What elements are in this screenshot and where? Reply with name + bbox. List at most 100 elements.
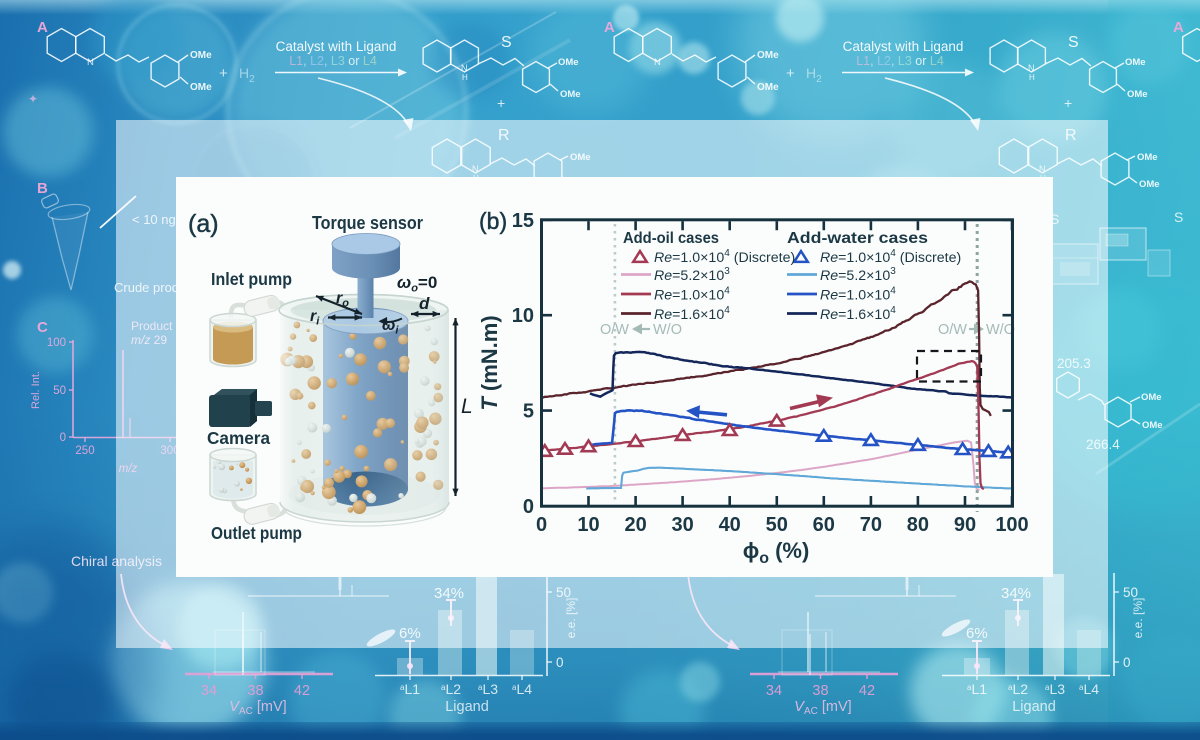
svg-text:aL2: aL2: [1008, 681, 1028, 697]
svg-text:VAC [mV]: VAC [mV]: [794, 699, 851, 717]
svg-text:aL3: aL3: [1045, 681, 1065, 697]
svg-text:ϕo (%): ϕo (%): [743, 538, 810, 567]
svg-text:Re=5.2×103: Re=5.2×103: [820, 266, 896, 284]
svg-text:40: 40: [719, 514, 741, 536]
svg-text:+: +: [497, 95, 505, 111]
svg-text:OMe: OMe: [1125, 57, 1146, 68]
svg-text:S: S: [1068, 34, 1079, 51]
svg-text:10: 10: [577, 514, 599, 536]
svg-text:70: 70: [860, 514, 882, 536]
svg-text:38: 38: [812, 683, 828, 699]
svg-text:38: 38: [247, 683, 263, 699]
svg-text:42: 42: [859, 683, 875, 699]
svg-text:0: 0: [1123, 655, 1131, 670]
svg-text:Camera: Camera: [207, 428, 270, 448]
svg-text:OMe: OMe: [1141, 392, 1162, 403]
svg-text:aL1: aL1: [967, 681, 987, 697]
svg-text:Catalyst with Ligand: Catalyst with Ligand: [276, 39, 397, 54]
svg-text:100: 100: [995, 514, 1028, 536]
svg-text:42: 42: [294, 683, 310, 699]
svg-text:OMe: OMe: [1142, 420, 1163, 431]
svg-text:+: +: [786, 65, 795, 82]
svg-text:30: 30: [671, 514, 693, 536]
svg-text:Re=1.6×104: Re=1.6×104: [654, 305, 730, 323]
svg-text:ro: ro: [336, 290, 349, 310]
svg-text:OMe: OMe: [757, 82, 779, 93]
svg-text:90: 90: [954, 514, 976, 536]
svg-text:aL4: aL4: [1079, 681, 1099, 697]
svg-text:50: 50: [53, 385, 66, 397]
svg-text:10: 10: [512, 305, 534, 327]
svg-text:OMe: OMe: [1139, 179, 1160, 190]
svg-text:ωi: ωi: [382, 317, 399, 337]
svg-text:80: 80: [907, 514, 929, 536]
svg-text:Add-oil cases: Add-oil cases: [623, 230, 719, 247]
svg-text:A: A: [1173, 19, 1184, 36]
svg-text:N: N: [87, 57, 94, 68]
svg-text:60: 60: [813, 514, 835, 536]
svg-text:Inlet pump: Inlet pump: [211, 269, 292, 289]
svg-text:ri: ri: [310, 308, 320, 328]
svg-text:0: 0: [536, 514, 547, 536]
svg-text:aL2: aL2: [441, 681, 461, 697]
svg-text:A: A: [37, 19, 48, 36]
svg-text:e.e. [%]: e.e. [%]: [1131, 598, 1145, 639]
svg-text:VAC [mV]: VAC [mV]: [229, 699, 286, 717]
svg-text:W/O: W/O: [653, 322, 682, 338]
svg-text:(a): (a): [188, 210, 219, 238]
svg-text:B: B: [37, 180, 48, 197]
svg-text:50: 50: [766, 514, 788, 536]
svg-text:A: A: [604, 19, 615, 36]
svg-text:0: 0: [556, 655, 564, 670]
svg-text:Rel. Int.: Rel. Int.: [30, 371, 42, 409]
svg-text:OMe: OMe: [190, 82, 212, 93]
svg-text:ωo=0: ωo=0: [397, 273, 437, 295]
svg-text:5: 5: [523, 401, 534, 423]
svg-text:(b): (b): [479, 208, 507, 234]
svg-text:Re=1.0×104 (Discrete): Re=1.0×104 (Discrete): [654, 248, 795, 266]
svg-text:Re=1.0×104: Re=1.0×104: [820, 286, 896, 304]
svg-text:aL3: aL3: [478, 681, 498, 697]
svg-text:N: N: [461, 63, 468, 73]
svg-text:Re=1.0×104 (Discrete): Re=1.0×104 (Discrete): [820, 248, 961, 266]
svg-text:Add-water cases: Add-water cases: [787, 230, 928, 247]
svg-text:aL1: aL1: [400, 681, 420, 697]
svg-text:Re=5.2×103: Re=5.2×103: [654, 266, 730, 284]
svg-text:Ligand: Ligand: [1012, 699, 1056, 715]
svg-text:d: d: [419, 294, 430, 313]
svg-text:+: +: [1064, 95, 1072, 111]
svg-text:aL4: aL4: [512, 681, 532, 697]
svg-text:50: 50: [1123, 585, 1138, 600]
svg-text:Re=1.0×104: Re=1.0×104: [654, 286, 730, 304]
svg-text:Catalyst with Ligand: Catalyst with Ligand: [843, 39, 964, 54]
svg-text:+: +: [219, 65, 228, 82]
svg-text:Outlet pump: Outlet pump: [211, 523, 302, 543]
svg-text:S: S: [1174, 209, 1183, 225]
svg-text:20: 20: [624, 514, 646, 536]
svg-text:OMe: OMe: [190, 50, 212, 61]
svg-text:T (mN.m): T (mN.m): [477, 315, 502, 410]
svg-text:34: 34: [201, 683, 217, 699]
svg-text:Torque sensor: Torque sensor: [312, 213, 423, 233]
svg-text:H: H: [1029, 73, 1035, 82]
svg-text:0: 0: [60, 432, 66, 444]
svg-text:OMe: OMe: [757, 50, 779, 61]
svg-text:100: 100: [47, 337, 66, 349]
svg-text:H: H: [462, 73, 468, 82]
svg-text:250: 250: [75, 445, 94, 457]
svg-text:C: C: [37, 319, 48, 336]
svg-text:✦: ✦: [28, 92, 38, 106]
svg-text:O/W: O/W: [938, 322, 967, 338]
svg-text:L1, L2, L3 or L4: L1, L2, L3 or L4: [289, 54, 377, 68]
svg-text:0: 0: [523, 496, 534, 518]
svg-text:34: 34: [766, 683, 782, 699]
svg-text:S: S: [501, 34, 512, 51]
svg-text:L1, L2, L3 or L4: L1, L2, L3 or L4: [856, 54, 944, 68]
svg-text:N: N: [654, 57, 661, 68]
svg-text:O/W: O/W: [600, 322, 629, 338]
svg-text:W/O: W/O: [986, 322, 1015, 338]
svg-text:Ligand: Ligand: [445, 699, 489, 715]
svg-text:OMe: OMe: [560, 89, 581, 100]
svg-text:15: 15: [512, 210, 534, 232]
svg-text:OMe: OMe: [558, 57, 579, 68]
